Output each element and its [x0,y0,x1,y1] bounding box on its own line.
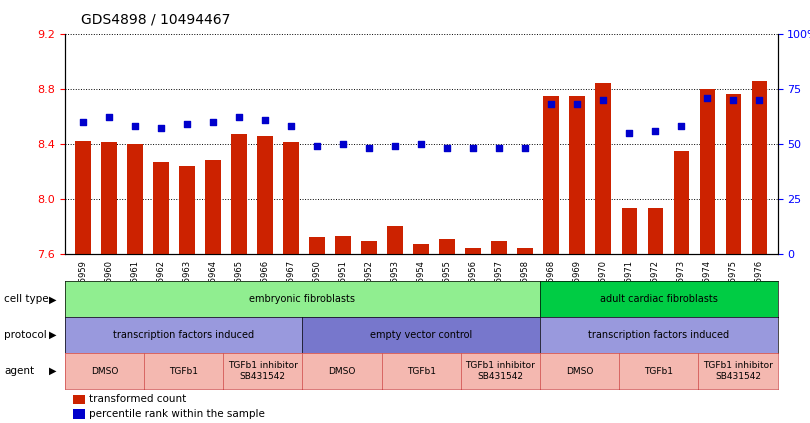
Point [284,123,297,129]
Bar [595,83,611,254]
Bar [466,248,481,254]
Point [518,145,531,151]
Bar [153,162,168,254]
Point [701,94,714,101]
Text: DMSO: DMSO [566,367,593,376]
Bar [518,248,533,254]
Point [675,123,688,129]
Point [727,96,740,103]
Bar [387,226,403,254]
Text: TGFb1 inhibitor
SB431542: TGFb1 inhibitor SB431542 [228,362,298,381]
Point [155,125,168,132]
Text: ▶: ▶ [49,366,57,376]
Bar [674,151,689,254]
Text: transcription factors induced: transcription factors induced [588,330,729,340]
Bar [544,96,559,254]
Bar [726,94,741,254]
Bar [101,143,117,254]
Bar [621,209,637,254]
Bar [75,141,91,254]
Point [129,123,142,129]
Text: ▶: ▶ [49,294,57,304]
Point [753,96,766,103]
Point [492,145,505,151]
Bar [335,236,351,254]
Bar [309,237,325,254]
Text: agent: agent [4,366,34,376]
Text: TGFb1: TGFb1 [407,367,436,376]
Bar [569,96,585,254]
Text: TGFb1: TGFb1 [169,367,198,376]
Point [545,101,558,107]
Point [389,143,402,149]
Bar [127,144,143,254]
Point [258,116,271,123]
Point [337,140,350,147]
Text: adult cardiac fibroblasts: adult cardiac fibroblasts [600,294,718,304]
Bar [205,160,221,254]
Point [571,101,584,107]
Point [181,121,194,127]
Point [415,140,428,147]
Text: cell type: cell type [4,294,49,304]
Point [76,118,89,125]
Point [623,129,636,136]
Text: empty vector control: empty vector control [370,330,472,340]
Text: percentile rank within the sample: percentile rank within the sample [89,409,265,419]
Text: TGFb1 inhibitor
SB431542: TGFb1 inhibitor SB431542 [703,362,773,381]
Point [103,114,116,121]
Text: transcription factors induced: transcription factors induced [113,330,254,340]
Point [597,96,610,103]
Bar [232,134,247,254]
Text: protocol: protocol [4,330,47,340]
Text: DMSO: DMSO [328,367,356,376]
Text: embryonic fibroblasts: embryonic fibroblasts [249,294,356,304]
Bar [361,242,377,254]
Text: ▶: ▶ [49,330,57,340]
Text: DMSO: DMSO [91,367,118,376]
Bar [179,166,195,254]
Point [232,114,245,121]
Text: TGFb1: TGFb1 [644,367,673,376]
Bar [413,244,429,254]
Bar [752,80,767,254]
Point [311,143,324,149]
Point [649,127,662,134]
Point [207,118,220,125]
Text: transformed count: transformed count [89,394,186,404]
Bar [439,239,455,254]
Text: TGFb1 inhibitor
SB431542: TGFb1 inhibitor SB431542 [466,362,535,381]
Bar [492,242,507,254]
Bar [284,143,299,254]
Point [441,145,454,151]
Point [363,145,376,151]
Text: GDS4898 / 10494467: GDS4898 / 10494467 [81,13,230,27]
Point [467,145,480,151]
Bar [700,89,715,254]
Bar [258,135,273,254]
Bar [647,209,663,254]
